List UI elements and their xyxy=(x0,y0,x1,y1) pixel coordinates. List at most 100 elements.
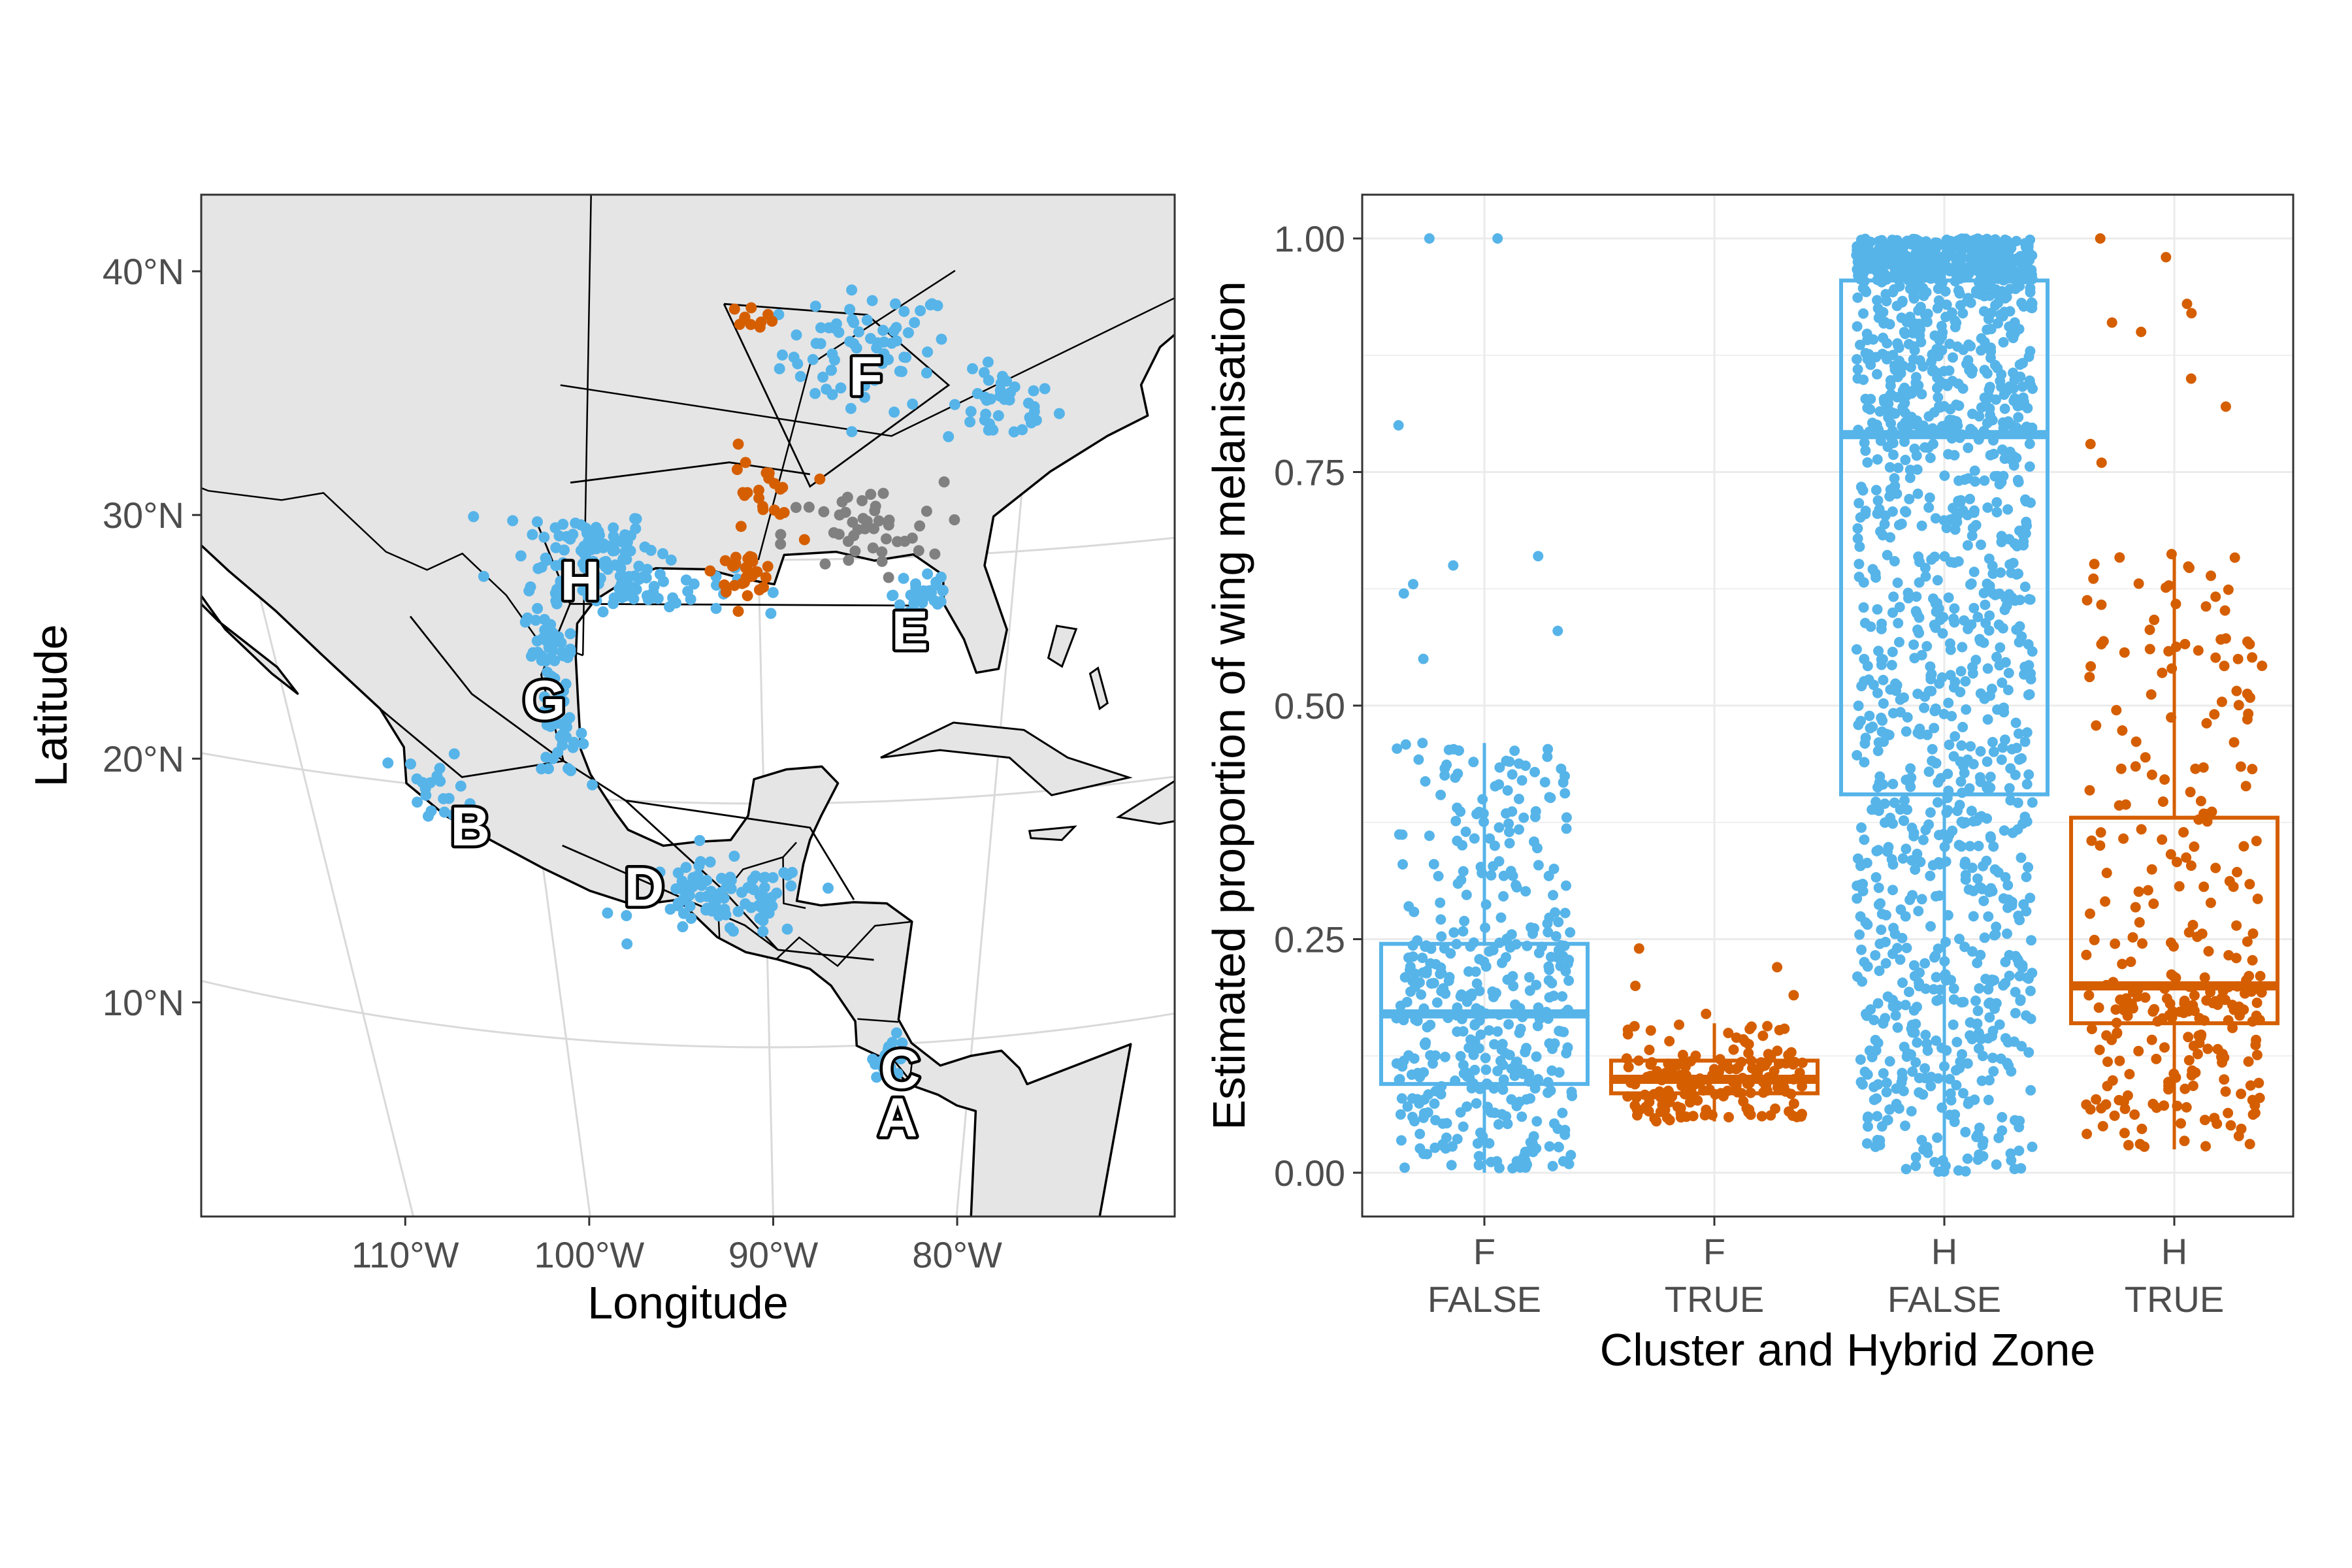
jitter-point xyxy=(1889,481,1900,491)
jitter-point xyxy=(1399,1162,1410,1173)
jitter-point xyxy=(1906,362,1916,372)
jitter-point xyxy=(2242,689,2253,699)
jitter-point xyxy=(2013,475,2023,485)
jitter-point xyxy=(2252,1050,2262,1060)
jitter-point xyxy=(1921,983,1931,994)
jitter-point xyxy=(1503,1119,1513,1129)
map-point-not_hybrid xyxy=(823,883,834,894)
map-point-not_hybrid xyxy=(449,748,460,759)
outlier-point xyxy=(1630,981,1641,991)
jitter-point xyxy=(1912,450,1922,461)
jitter-point xyxy=(2110,1111,2120,1121)
jitter-point xyxy=(1957,722,1968,732)
jitter-point xyxy=(1873,845,1884,855)
jitter-point xyxy=(1414,1143,1425,1154)
jitter-point xyxy=(1973,1005,1984,1016)
map-point-hybrid xyxy=(751,566,762,578)
jitter-point xyxy=(2021,242,2031,252)
jitter-point xyxy=(1873,303,1884,314)
map-point-other xyxy=(834,529,845,540)
map-point-not_hybrid xyxy=(844,304,855,315)
jitter-point xyxy=(1976,883,1986,893)
jitter-point xyxy=(2085,785,2095,796)
jitter-point xyxy=(2088,574,2099,584)
jitter-point xyxy=(1884,842,1894,853)
jitter-point xyxy=(2139,1141,2149,1152)
jitter-point xyxy=(1922,1142,1933,1152)
jitter-point xyxy=(2162,993,2172,1004)
jitter-point xyxy=(1859,757,1870,768)
map-point-not_hybrid xyxy=(515,550,527,561)
jitter-point xyxy=(2231,921,2242,931)
jitter-point xyxy=(1995,310,2006,320)
jitter-point xyxy=(2209,709,2219,719)
map-x-axis-title: Longitude xyxy=(587,1277,789,1328)
jitter-point xyxy=(1946,975,1956,985)
jitter-point xyxy=(1901,507,1911,517)
map-point-not_hybrid xyxy=(909,317,920,328)
jitter-point xyxy=(1553,917,1563,927)
jitter-point xyxy=(2027,1141,2038,1152)
jitter-point xyxy=(2025,438,2035,449)
jitter-point xyxy=(2196,796,2206,806)
jitter-point xyxy=(2116,764,2127,774)
jitter-point xyxy=(1878,675,1888,685)
jitter-point xyxy=(1505,838,1515,849)
box-y-tick-label: 1.00 xyxy=(1274,218,1345,259)
jitter-point xyxy=(2000,605,2010,615)
box-x-tick-cluster: F xyxy=(1703,1231,1725,1272)
jitter-point xyxy=(1546,978,1557,988)
jitter-point xyxy=(1921,641,1932,651)
jitter-point xyxy=(2025,1085,2036,1096)
jitter-point xyxy=(2201,601,2212,612)
jitter-point xyxy=(2180,1135,2190,1146)
jitter-point xyxy=(1968,759,1979,770)
jitter-point xyxy=(1437,1119,1448,1129)
map-point-not_hybrid xyxy=(678,908,689,919)
jitter-point xyxy=(2016,853,2027,863)
jitter-point xyxy=(1429,859,1439,870)
map-point-not_hybrid xyxy=(826,365,837,376)
outlier-point xyxy=(1788,990,1799,1000)
map-point-not_hybrid xyxy=(815,322,826,333)
map-point-not_hybrid xyxy=(434,763,446,774)
outlier-point xyxy=(1701,1009,1711,1019)
jitter-point xyxy=(1520,886,1531,896)
jitter-point xyxy=(1876,619,1887,629)
jitter-point xyxy=(2247,764,2257,774)
jitter-point xyxy=(1989,747,1999,757)
map-point-not_hybrid xyxy=(507,515,518,527)
jitter-point xyxy=(1860,509,1870,519)
map-point-not_hybrid xyxy=(1028,385,1039,397)
jitter-point xyxy=(1866,621,1876,632)
jitter-point xyxy=(1967,531,1978,541)
outlier-point xyxy=(1394,420,1404,431)
jitter-point xyxy=(2083,990,2094,1000)
jitter-point xyxy=(1965,1030,1975,1041)
zone-label-d: D xyxy=(625,857,664,918)
map-point-hybrid xyxy=(799,534,810,546)
jitter-point xyxy=(1992,507,2002,517)
jitter-point xyxy=(1889,284,1899,295)
jitter-point xyxy=(1929,551,1940,562)
jitter-point xyxy=(2010,1115,2020,1126)
jitter-point xyxy=(2006,1066,2016,1077)
jitter-point xyxy=(1978,896,1989,906)
jitter-point xyxy=(2002,880,2013,890)
jitter-point xyxy=(1912,849,1922,859)
jitter-point xyxy=(1985,833,1996,843)
map-point-other xyxy=(921,506,932,517)
map-point-not_hybrid xyxy=(550,542,561,553)
jitter-point xyxy=(1876,660,1887,670)
map-point-hybrid xyxy=(719,580,730,591)
map-point-not_hybrid xyxy=(847,314,858,325)
map-point-not_hybrid xyxy=(520,617,531,628)
jitter-point xyxy=(2217,696,2227,707)
jitter-point xyxy=(1561,881,1571,891)
jitter-point xyxy=(1533,860,1544,870)
jitter-point xyxy=(2085,661,2096,672)
jitter-point xyxy=(1956,666,1967,676)
jitter-point xyxy=(1509,745,1520,756)
jitter-point xyxy=(2134,887,2144,897)
jitter-point xyxy=(1858,308,1869,319)
